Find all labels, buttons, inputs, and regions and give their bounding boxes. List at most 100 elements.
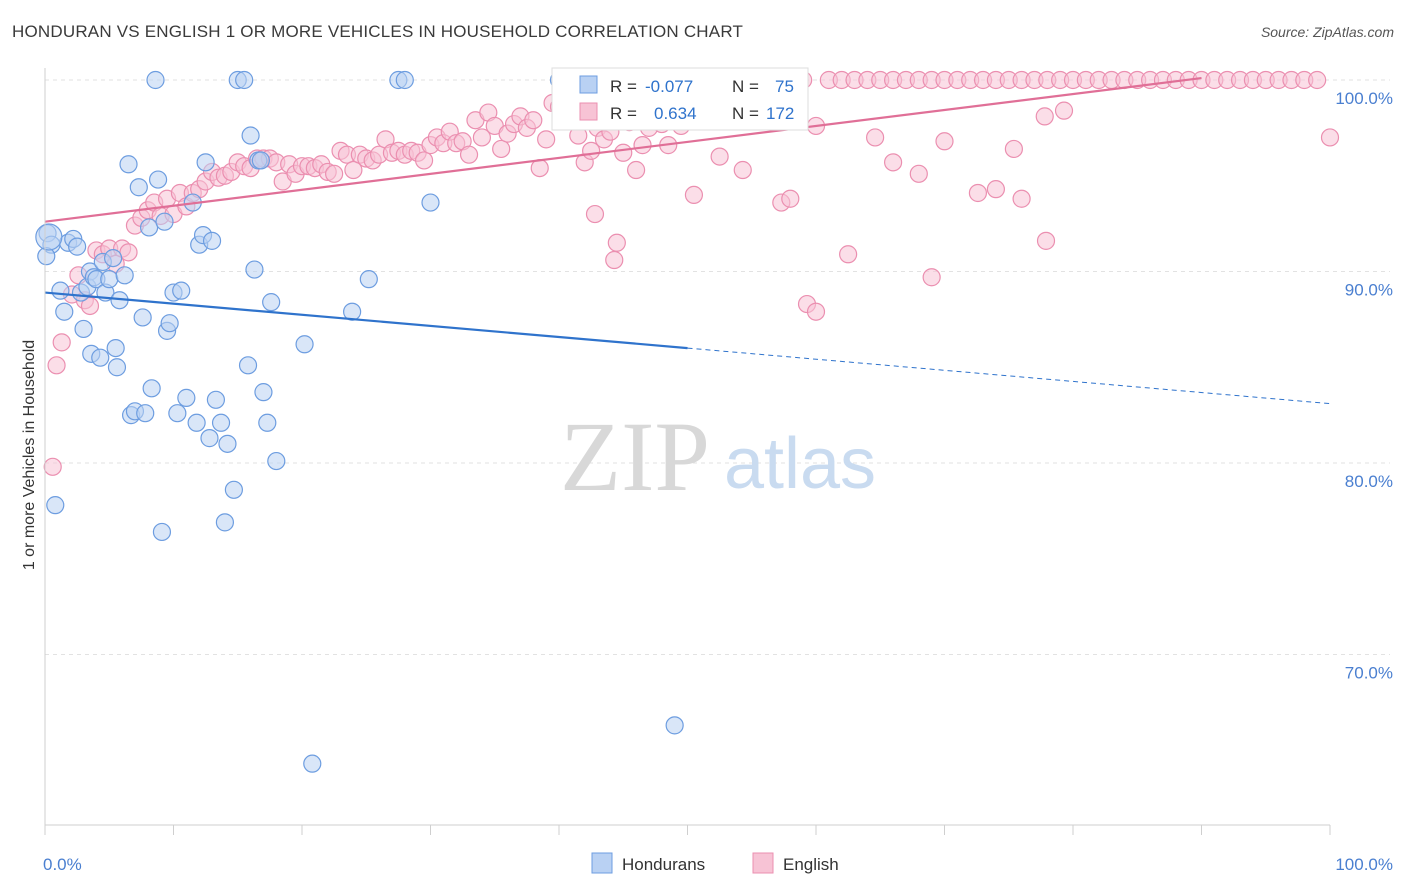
point-hondurans <box>267 451 286 471</box>
point-english <box>684 185 704 204</box>
point-hondurans <box>251 151 270 170</box>
legend: Hondurans English <box>591 852 839 874</box>
point-hondurans <box>55 302 74 321</box>
point-hondurans <box>421 193 440 212</box>
point-hondurans <box>152 522 172 542</box>
point-english <box>1035 107 1054 126</box>
point-english <box>806 302 826 321</box>
point-english <box>922 268 941 287</box>
point-hondurans <box>155 212 174 231</box>
watermark-zip: ZIP <box>560 401 710 512</box>
point-hondurans <box>146 70 165 90</box>
x-tick-label: 0.0% <box>43 855 82 874</box>
point-hondurans <box>254 383 273 402</box>
point-english <box>530 158 549 178</box>
point-english <box>909 164 928 183</box>
point-hondurans <box>211 413 231 432</box>
stats-n-value-2: 172 <box>766 104 794 123</box>
point-hondurans <box>359 270 378 289</box>
point-english <box>524 111 543 130</box>
point-hondurans <box>106 339 125 358</box>
stats-n-label-1: N = <box>732 77 759 96</box>
point-english <box>119 243 138 262</box>
point-hondurans <box>51 281 70 300</box>
point-hondurans <box>104 248 123 268</box>
series-hondurans-points <box>35 70 684 773</box>
point-hondurans <box>115 266 134 285</box>
stats-r-label-2: R = <box>610 104 637 123</box>
point-hondurans <box>258 413 277 432</box>
point-hondurans <box>160 314 179 333</box>
point-hondurans <box>74 319 93 339</box>
trendline-hondurans <box>44 291 688 350</box>
point-hondurans <box>142 379 161 398</box>
point-english <box>1004 139 1023 159</box>
point-english <box>325 164 344 183</box>
point-hondurans <box>202 231 222 250</box>
y-tick-label: 70.0% <box>1345 664 1393 683</box>
point-english <box>1012 189 1031 208</box>
point-english <box>733 160 752 180</box>
point-hondurans <box>295 335 314 354</box>
point-hondurans <box>343 302 362 321</box>
point-hondurans <box>177 388 196 407</box>
watermark-atlas: atlas <box>724 424 876 504</box>
point-english <box>605 250 624 270</box>
point-hondurans <box>215 513 234 532</box>
point-hondurans <box>196 153 215 172</box>
stats-n-value-1: 75 <box>775 77 794 96</box>
point-hondurans <box>139 218 159 237</box>
point-hondurans <box>262 293 281 312</box>
y-tick-label: 100.0% <box>1335 89 1393 108</box>
point-english <box>866 128 885 147</box>
point-hondurans <box>148 170 168 189</box>
trend-lines <box>44 76 1331 405</box>
point-hondurans <box>241 126 260 145</box>
point-hondurans <box>303 754 322 773</box>
point-english <box>492 139 511 159</box>
point-english <box>344 160 363 180</box>
stats-r-value-2: 0.634 <box>654 104 697 123</box>
point-hondurans <box>168 404 187 423</box>
point-hondurans <box>238 356 258 375</box>
point-hondurans <box>129 178 148 197</box>
y-tick-label: 80.0% <box>1345 472 1393 491</box>
point-hondurans <box>46 496 65 515</box>
legend-label-hondurans: Hondurans <box>622 855 705 874</box>
point-english <box>935 132 954 151</box>
point-english <box>472 128 491 147</box>
stats-r-label-1: R = <box>610 77 637 96</box>
x-tick-label: 100.0% <box>1335 855 1393 874</box>
source-attribution: Source: ZipAtlas.com <box>1260 24 1394 40</box>
trendline-english <box>44 76 1202 223</box>
point-english <box>626 160 646 180</box>
point-english <box>633 136 652 155</box>
point-hondurans <box>133 308 152 327</box>
point-english <box>1054 101 1074 120</box>
point-hondurans <box>91 348 110 367</box>
point-english <box>883 153 903 172</box>
point-hondurans <box>119 155 138 174</box>
y-tick-label: 90.0% <box>1345 281 1393 300</box>
point-english <box>52 333 71 352</box>
point-english <box>839 245 858 264</box>
point-hondurans <box>68 237 87 256</box>
point-english <box>459 145 479 164</box>
chart-title: HONDURAN VS ENGLISH 1 OR MORE VEHICLES I… <box>12 22 744 41</box>
point-english <box>43 457 62 476</box>
point-english <box>414 151 434 170</box>
point-english <box>1308 70 1327 90</box>
point-english <box>537 130 556 149</box>
point-english <box>968 183 988 203</box>
point-hondurans <box>245 260 264 279</box>
point-hondurans <box>200 429 219 448</box>
point-english <box>47 356 66 375</box>
stats-r-value-1: -0.077 <box>645 77 693 96</box>
point-hondurans <box>187 413 206 432</box>
stats-swatch-hondurans <box>579 75 598 94</box>
legend-swatch-hondurans <box>591 852 613 874</box>
point-hondurans <box>206 390 226 409</box>
point-english <box>614 143 633 162</box>
stats-n-label-2: N = <box>732 104 759 123</box>
